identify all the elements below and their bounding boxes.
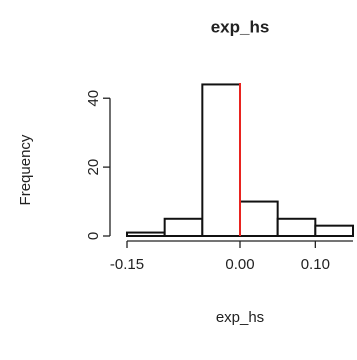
y-tick-label: 20: [85, 159, 102, 176]
bar: [163, 217, 204, 237]
bar: [239, 200, 279, 237]
bar: [201, 83, 241, 237]
x-axis-label: exp_hs: [216, 309, 264, 326]
bar: [276, 217, 317, 237]
y-tick-label: 0: [85, 232, 102, 240]
bar: [314, 224, 355, 238]
x-tick-label: -0.15: [110, 256, 144, 273]
y-tick-label: 40: [85, 90, 102, 107]
x-tick-label: 0.00: [225, 256, 254, 273]
bar: [126, 231, 166, 238]
y-axis-label: Frequency: [17, 134, 34, 205]
chart-title: exp_hs: [211, 17, 270, 36]
x-tick-label: 0.10: [301, 256, 330, 273]
